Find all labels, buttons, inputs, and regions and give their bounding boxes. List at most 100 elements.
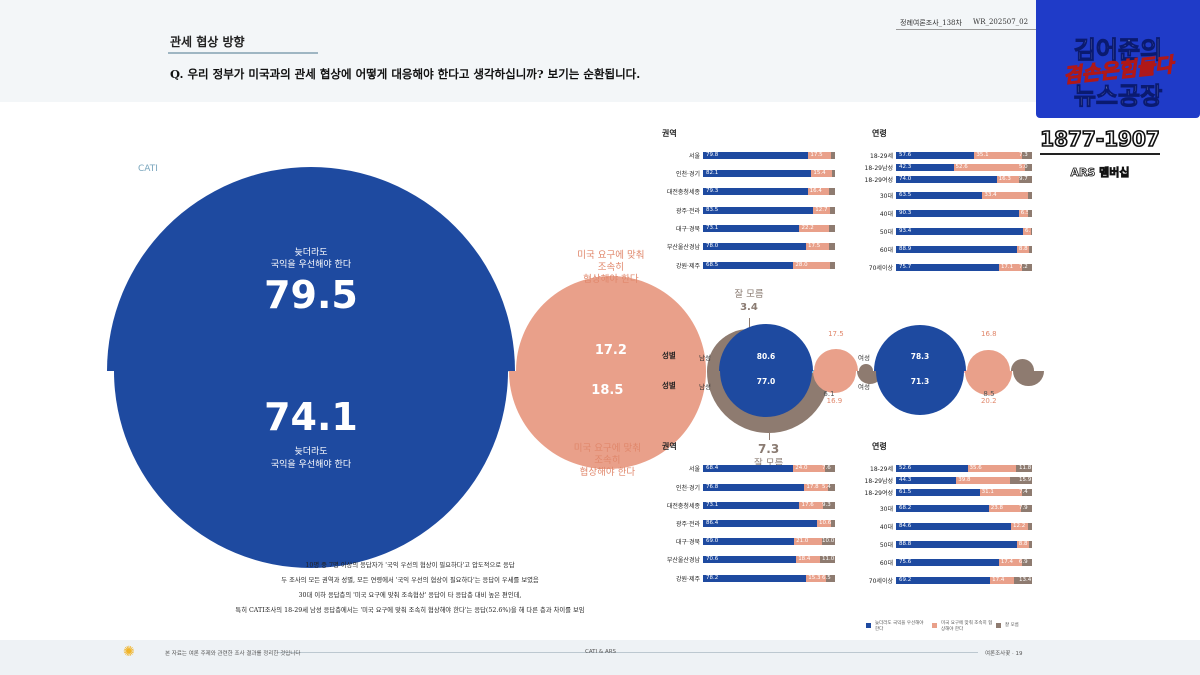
summary-line-3: 30대 이하 응답층의 '미국 요구에 맞춰 조속협상' 응답이 타 응답층 대… (298, 592, 522, 599)
legend-swatch-main (866, 623, 871, 628)
age-ars-bar-dk (1015, 465, 1032, 472)
bubble-dk-cati-value: 3.4 (740, 302, 758, 313)
region-ars-value-main: 86.4 (706, 520, 719, 526)
age-cati-bar-quick (974, 152, 1023, 159)
gender-name-male-ars: 남성 (699, 383, 711, 391)
age-cati-row-label: 30대 (879, 193, 893, 200)
age-cati-bar-dk (1022, 152, 1032, 159)
bubble-main-ars-label-2: 국익을 우선해야 한다 (270, 460, 352, 470)
region-ars-value-dk: 11.0 (822, 556, 835, 562)
age-cati-bar-quick (1018, 210, 1028, 217)
region-ars-row-label: 서울 (688, 466, 700, 473)
region-ars-bar-main (703, 465, 794, 472)
region-ars-title: 권역 (662, 442, 677, 451)
region-ars-bar-dk (824, 465, 835, 472)
region-ars-row-label: 인천·경기 (676, 485, 700, 492)
gender-value-main-female-cati: 78.3 (910, 352, 930, 361)
header-band (0, 0, 1200, 102)
region-ars-row-label: 광주·전라 (676, 521, 700, 528)
region-cati-row-label: 대전충청세종 (666, 189, 700, 196)
header-code: WR_202507_02 (973, 18, 1029, 26)
age-cati-row-label: 70세이상 (868, 265, 893, 272)
age-ars-value-main: 61.5 (899, 489, 912, 495)
age-ars-bar-quick (1016, 541, 1029, 548)
footer-line (278, 652, 978, 653)
age-ars-bar-main (896, 505, 989, 512)
age-ars-bar-main (896, 477, 957, 484)
age-cati-bar-quick (1023, 228, 1032, 235)
region-ars-bar-dk (821, 538, 835, 545)
age-ars-bar-quick (1011, 523, 1028, 530)
age-cati-row-label: 18-29남성 (864, 165, 893, 172)
region-ars-bar-quick (793, 465, 825, 472)
age-cati-bar-dk (1018, 176, 1032, 183)
bubble-dk-ars-value: 7.3 (757, 442, 780, 456)
age-ars-bar-dk (1021, 489, 1032, 496)
region-ars-bar-main (703, 538, 795, 545)
age-ars-value-quick: 23.8 (990, 505, 1003, 511)
bubble-quick-cati-value: 17.2 (594, 343, 627, 358)
region-ars-bar-main (703, 556, 797, 563)
region-cati-row-label: 광주·전라 (676, 208, 700, 215)
gender-name-male-cati: 남성 (699, 354, 711, 362)
gender-value-main-female-ars: 71.3 (910, 377, 930, 386)
region-cati-bar-dk (831, 152, 835, 159)
summary-line-1: 10명 중 7명 이상의 응답자가 '국익 우선의 협상이 필요하다'고 압도적… (305, 562, 515, 569)
bubble-dk-cati-leader (748, 318, 750, 329)
header-meta: 정례여론조사_138차 (900, 19, 962, 27)
region-cati-bar-quick (811, 170, 832, 177)
age-ars-bar-main (896, 577, 991, 584)
age-ars-row-label: 18-29세 (870, 466, 893, 473)
section-title-underline (168, 52, 318, 54)
age-ars-bar-dk (1010, 477, 1032, 484)
age-cati-bar-dk (1031, 228, 1033, 235)
region-cati-value-main: 73.1 (706, 225, 719, 231)
region-ars-bar-quick (804, 484, 828, 491)
region-cati-value-quick: 16.4 (809, 188, 822, 194)
region-ars-value-main: 70.6 (706, 556, 719, 562)
bubble-quick-cati-label-1: 미국 요구에 맞춰 (577, 250, 645, 261)
age-ars-value-quick: 12.2 (1013, 523, 1026, 529)
region-ars-value-dk: 10.0 (822, 538, 835, 544)
region-ars-value-main: 78.2 (706, 575, 719, 581)
region-ars-bar-quick (796, 556, 821, 563)
legend-label-quick: 미국 요구에 맞춰 조속히 협상해야 한다 (941, 621, 993, 632)
age-ars-value-main: 52.6 (899, 465, 912, 471)
age-cati-bar-main (896, 164, 954, 171)
section-title: 관세 협상 방향 (170, 35, 245, 49)
region-cati-bar-dk (831, 170, 835, 177)
age-ars-bar-dk (1013, 577, 1032, 584)
age-cati-value-main: 93.4 (899, 228, 912, 234)
ars-phone-number: 1877-1907 (1039, 126, 1160, 152)
age-ars-value-quick: 17.4 (1000, 559, 1014, 565)
gender-label-cati: 성별 (662, 351, 676, 360)
region-cati-value-quick: 17.5 (807, 243, 821, 249)
region-cati-row-label: 인천·경기 (676, 171, 700, 178)
bubble-quick-ars-value: 18.5 (591, 383, 624, 398)
region-cati-value-quick: 12.7 (815, 207, 828, 213)
age-cati-bar-main (896, 152, 975, 159)
region-ars-bar-dk (831, 520, 835, 527)
age-cati-value-quick: 33.4 (984, 192, 997, 198)
region-ars-bar-dk (820, 556, 835, 563)
mode-label-cati: CATI (138, 164, 158, 174)
age-cati-bar-main (896, 264, 999, 271)
age-ars-value-quick: 31.1 (981, 489, 994, 495)
bubble-main-cati-label-2: 국익을 우선해야 한다 (270, 260, 352, 270)
region-cati-bar-main (703, 152, 809, 159)
region-ars-bar-main (703, 502, 800, 509)
gender-bubble-quick-male-ars (812, 371, 856, 393)
region-ars-row-label: 부산울산경남 (666, 557, 700, 564)
region-ars-bar-dk (826, 575, 835, 582)
gender-bubble-dk-female-cati (1011, 359, 1035, 371)
age-cati-row-label: 18-29세 (870, 153, 893, 160)
age-cati-bar-dk (1025, 164, 1032, 171)
age-cati-bar-quick (1016, 246, 1029, 253)
age-cati-row-label: 60대 (879, 247, 893, 254)
gender-value-dk-female-ars: 8.5 (983, 390, 995, 398)
region-ars-row-label: 대구·경북 (676, 539, 700, 546)
region-cati-bar-quick (813, 207, 830, 214)
gender-value-quick-female-cati: 16.8 (980, 330, 997, 338)
age-cati-value-dk: 5.0 (1018, 164, 1028, 170)
age-cati-bar-dk (1028, 246, 1032, 253)
